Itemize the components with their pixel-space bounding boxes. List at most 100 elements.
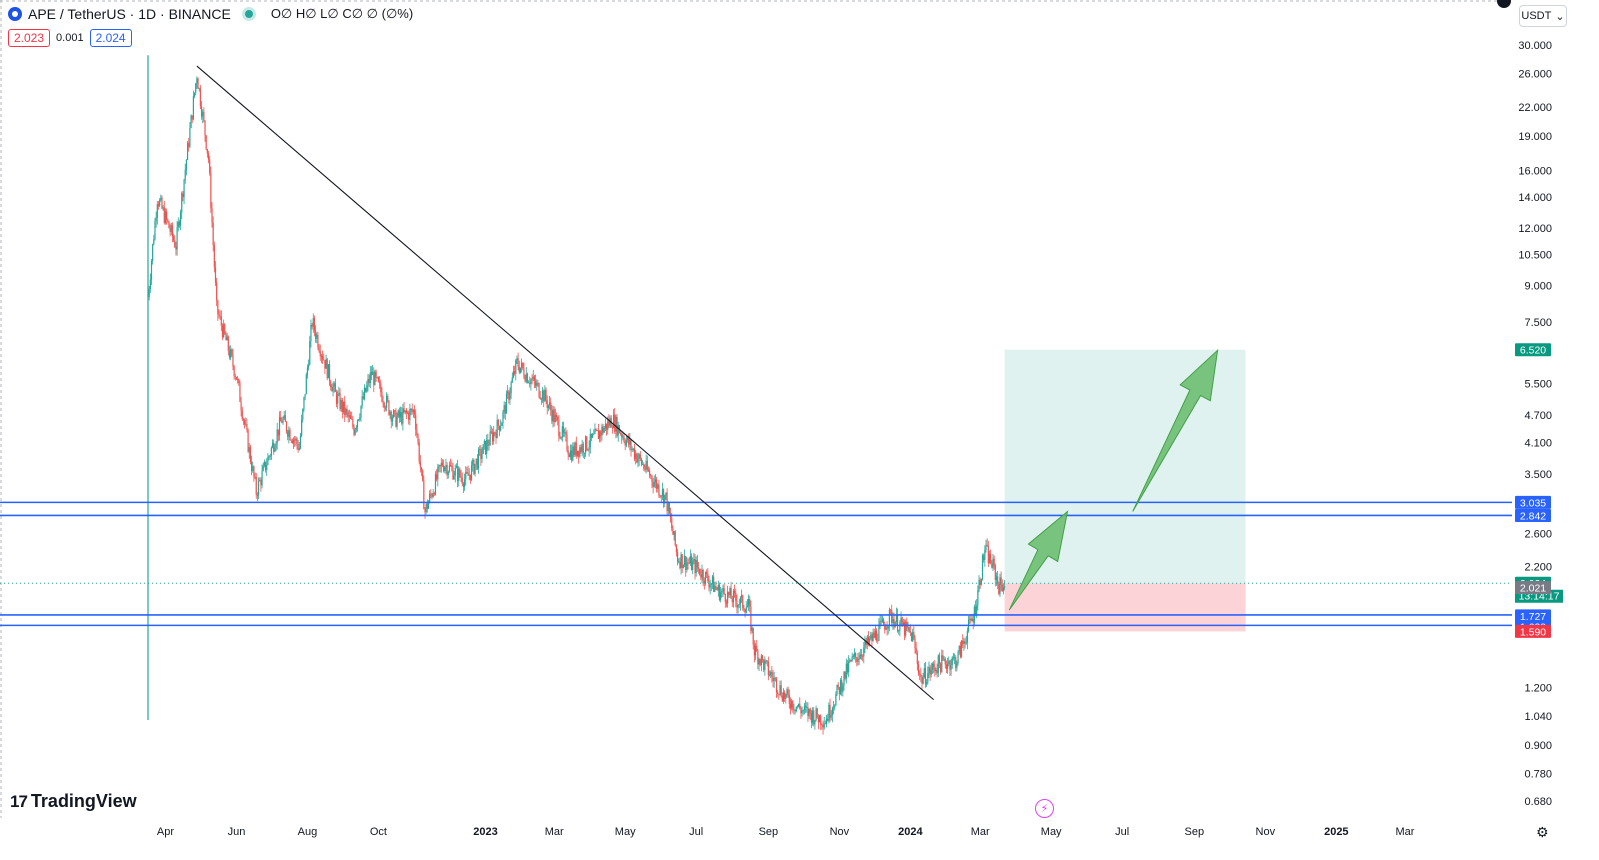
candle-body [212,222,214,246]
candle-body [713,576,715,592]
candle-body [216,282,218,301]
candle-body [824,723,826,725]
candle-body [774,678,776,679]
candle-body [523,368,525,378]
candle-body [715,586,717,589]
candle-body [909,631,911,633]
candle-body [871,634,873,642]
candle-body [484,440,487,454]
trendline[interactable] [196,65,934,701]
candle-body [888,609,890,625]
candle-body [246,423,248,430]
buy-price-box[interactable]: 2.024 [89,29,132,47]
candle-body [260,479,262,486]
candle-body [366,385,368,392]
candle-body [290,439,292,441]
candle-body [324,360,326,369]
bolt-icon[interactable]: ⚡ [1035,799,1054,818]
candle-body [479,449,481,450]
candle-body [444,467,446,471]
y-tick-label: 16.000 [1518,165,1552,177]
candle-body [632,448,634,450]
candle-body [266,464,268,471]
candle-body [232,354,234,367]
chart-header: APE / TetherUS · 1D · BINANCE O∅ H∅ L∅ C… [8,5,413,23]
price-label-box [1515,624,1551,638]
candle-body [213,245,215,268]
candle-body [799,703,801,709]
candle-body [702,570,704,581]
x-tick-label: 2024 [898,826,923,838]
currency-selector[interactable]: USDT ⌄ [1519,5,1567,27]
candle-body [575,442,577,456]
top-icon[interactable] [1497,0,1511,8]
price-label: 3.035 [1520,497,1546,509]
arrow-up-icon[interactable] [1132,348,1219,512]
candle-body [686,562,688,570]
candle-body [594,429,596,434]
candle-body [983,555,985,561]
candle-body [585,436,587,453]
candle-body [808,708,810,717]
candle-body [647,469,650,472]
candle-body [163,207,165,223]
candle-body [302,408,304,420]
candle-body [235,377,238,380]
arrow-up-icon[interactable] [1008,510,1069,611]
candle-body [527,382,530,384]
symbol-title[interactable]: APE / TetherUS · 1D · BINANCE [28,6,231,22]
candle-body [555,414,558,417]
candle-body [228,350,231,358]
candle-body [889,609,892,611]
candle-body [241,410,243,420]
price-label: 6.520 [1520,345,1546,357]
candle-body [543,390,545,402]
candle-body [631,449,633,450]
candle-body [240,401,242,411]
candle-body [447,471,449,476]
candle-body [516,358,518,361]
candle-body [342,401,345,412]
gear-icon[interactable]: ⚙ [1536,824,1549,840]
y-tick-label: 0.680 [1524,796,1552,808]
y-tick-label: 5.500 [1524,379,1552,391]
candle-body [955,657,957,668]
candle-body [675,545,678,552]
candle-body [846,663,849,673]
candle-body [425,503,427,512]
candle-body [818,715,821,723]
candle-body [862,656,864,657]
candle-body [924,668,927,685]
x-tick-label: 2023 [473,826,497,838]
candle-body [977,590,979,606]
candle-body [420,467,423,471]
candle-body [772,676,774,682]
candle-body [994,565,996,580]
candle-body [310,324,312,341]
candle-body [752,627,754,645]
candle-body [815,708,817,720]
sell-price-box[interactable]: 2.023 [8,29,51,47]
candle-body [548,402,551,406]
candle-body [623,436,625,442]
candle-body [501,423,503,426]
candle-body [473,459,475,474]
candle-body [192,96,194,120]
candle-body [441,462,444,466]
candle-body [188,142,190,147]
candle-body [625,440,627,446]
candle-body [505,393,508,414]
candle-body [281,421,283,423]
stop-zone[interactable] [1004,583,1246,632]
candle-body [298,447,300,450]
candle-body [937,655,939,674]
candle-body [780,685,782,697]
candle-body [355,426,357,430]
candle-body [927,673,929,683]
candle-body [771,672,773,677]
candle-body [759,659,761,665]
candle-body [845,663,847,679]
candle-body [863,647,865,657]
candle-body [510,382,512,394]
